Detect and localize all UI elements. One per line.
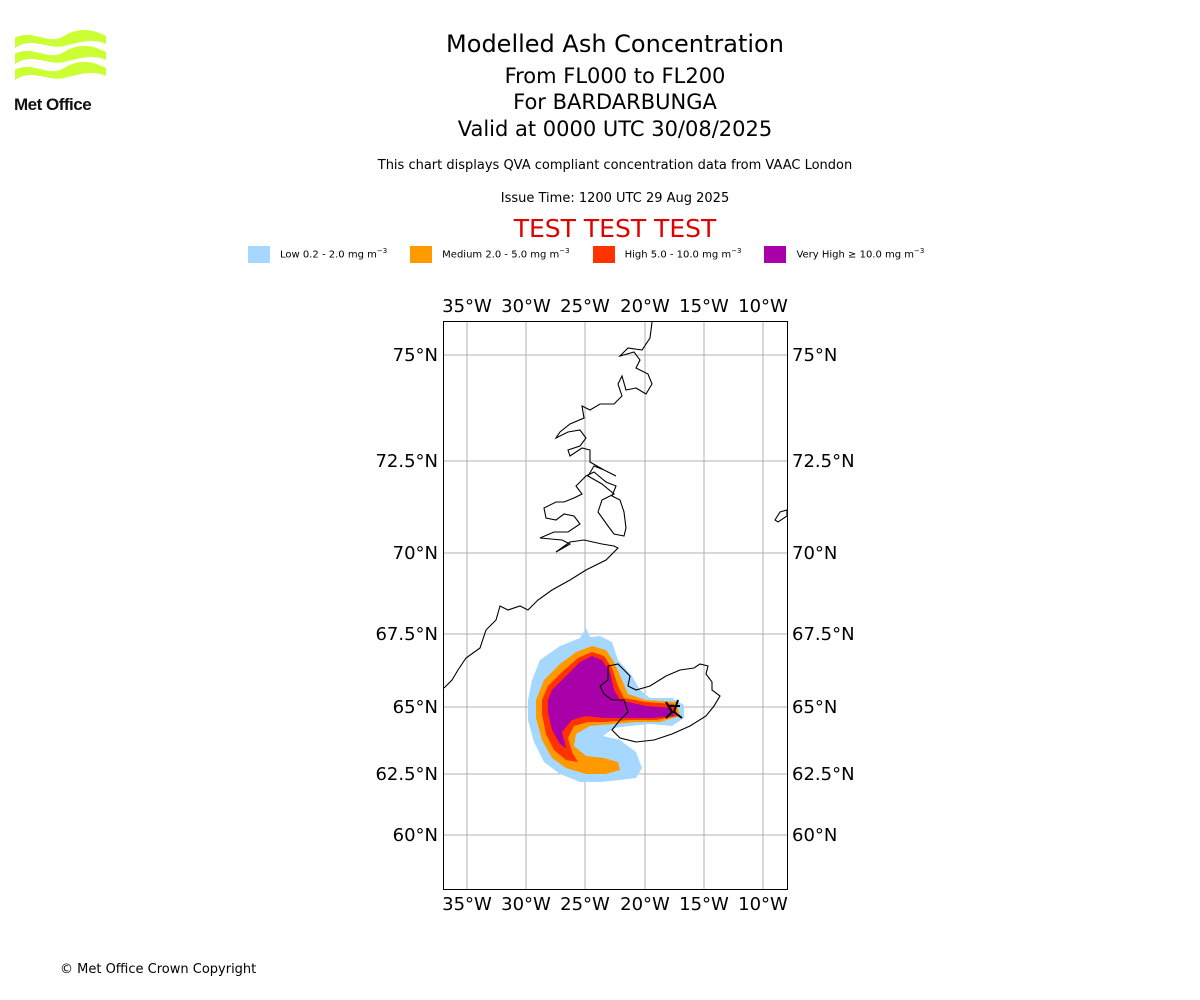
legend-label-low: Low 0.2 - 2.0 mg m [280, 249, 377, 261]
lat-tick-left: 72.5°N [375, 451, 438, 472]
iceland-coastline [599, 663, 721, 743]
legend-label-very-high: Very High ≥ 10.0 mg m [796, 249, 915, 261]
svalbard-fragment [774, 509, 788, 523]
lat-tick-right: 75°N [792, 345, 837, 366]
legend-swatch-medium [410, 245, 433, 263]
legend-item-medium: Medium 2.0 - 5.0 mg m−3 [410, 245, 592, 263]
test-banner: TEST TEST TEST [513, 214, 717, 243]
legend-unit-low: −3 [376, 247, 388, 256]
lat-ticks-left: 75°N 72.5°N 70°N 67.5°N 65°N 62.5°N 60°N [375, 345, 438, 846]
compliance-note: This chart displays QVA compliant concen… [377, 158, 853, 173]
lat-tick-right: 62.5°N [792, 764, 855, 785]
legend-swatch-high [592, 245, 615, 263]
lon-tick-bottom: 35°W [442, 894, 492, 915]
lon-ticks-top: 35°W 30°W 25°W 20°W 15°W 10°W [442, 296, 788, 317]
lon-tick-top: 10°W [738, 296, 788, 317]
lon-tick-bottom: 25°W [560, 894, 610, 915]
legend-swatch-low [248, 245, 270, 263]
volcano-marker [665, 699, 683, 719]
valid-time: Valid at 0000 UTC 30/08/2025 [457, 117, 773, 141]
legend-unit-medium: −3 [559, 247, 570, 256]
map-frame [443, 321, 788, 890]
lat-tick-left: 62.5°N [375, 764, 438, 785]
issue-time: Issue Time: 1200 UTC 29 Aug 2025 [500, 191, 730, 206]
greenland-coastline [443, 321, 653, 689]
legend-unit-very-high: −3 [914, 247, 925, 256]
lat-tick-left: 65°N [393, 697, 438, 718]
met-office-logo-text: Met Office [14, 95, 92, 114]
map-gridlines [444, 322, 787, 889]
legend-label-medium: Medium 2.0 - 5.0 mg m [442, 249, 560, 261]
legend-swatch-very-high [764, 245, 787, 263]
chart-title: Modelled Ash Concentration [446, 30, 784, 58]
copyright-notice: © Met Office Crown Copyright [60, 962, 257, 977]
lon-tick-bottom: 20°W [620, 894, 670, 915]
volcano-name: For BARDARBUNGA [513, 90, 717, 114]
met-office-logo: Met Office [14, 29, 110, 114]
lon-tick-bottom: 10°W [738, 894, 788, 915]
legend-item-low: Low 0.2 - 2.0 mg m−3 [248, 245, 410, 263]
lat-tick-left: 70°N [393, 543, 438, 564]
lon-tick-top: 35°W [442, 296, 492, 317]
lat-ticks-right: 75°N 72.5°N 70°N 67.5°N 65°N 62.5°N 60°N [792, 345, 855, 846]
legend-label-high: High 5.0 - 10.0 mg m [624, 249, 732, 261]
lon-tick-top: 15°W [679, 296, 729, 317]
lat-tick-left: 60°N [393, 825, 438, 846]
legend-item-very-high: Very High ≥ 10.0 mg m−3 [764, 245, 947, 263]
legend-unit-high: −3 [731, 247, 742, 256]
lon-tick-top: 20°W [620, 296, 670, 317]
lat-tick-right: 70°N [792, 543, 837, 564]
coastlines [443, 321, 788, 743]
lat-tick-right: 60°N [792, 825, 837, 846]
lat-tick-left: 67.5°N [375, 624, 438, 645]
lon-tick-bottom: 15°W [679, 894, 729, 915]
concentration-legend: Low 0.2 - 2.0 mg m−3 Medium 2.0 - 5.0 mg… [248, 244, 947, 264]
lon-tick-top: 30°W [501, 296, 551, 317]
lat-tick-right: 67.5°N [792, 624, 855, 645]
legend-item-high: High 5.0 - 10.0 mg m−3 [592, 245, 765, 263]
ash-plume [528, 628, 684, 782]
lon-ticks-bottom: 35°W 30°W 25°W 20°W 15°W 10°W [442, 894, 788, 915]
met-office-logo-waves [15, 29, 106, 80]
lat-tick-left: 75°N [393, 345, 438, 366]
lon-tick-bottom: 30°W [501, 894, 551, 915]
ash-very-high-area [548, 656, 674, 748]
lon-tick-top: 25°W [560, 296, 610, 317]
flight-level-range: From FL000 to FL200 [504, 64, 726, 88]
lat-tick-right: 72.5°N [792, 451, 855, 472]
lat-tick-right: 65°N [792, 697, 837, 718]
